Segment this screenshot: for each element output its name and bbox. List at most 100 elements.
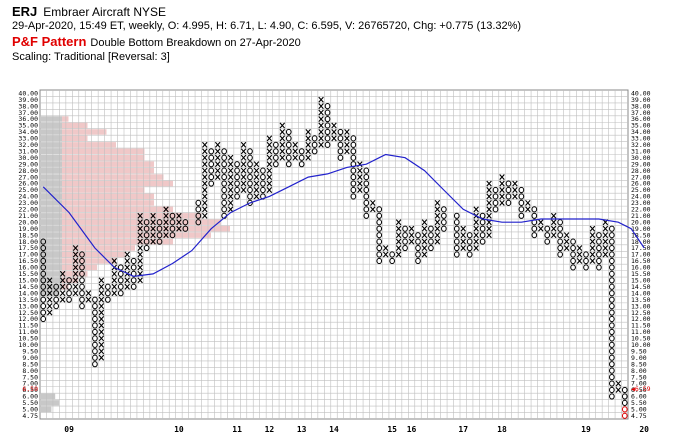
x-mark	[382, 245, 389, 251]
o-mark	[221, 180, 227, 187]
x-mark	[318, 109, 324, 116]
x-mark	[279, 135, 286, 142]
o-mark	[92, 303, 98, 310]
x-mark	[550, 225, 557, 232]
x-mark	[240, 187, 247, 193]
volume-profile-bar	[40, 284, 62, 290]
o-mark	[285, 135, 292, 142]
o-mark	[363, 206, 370, 213]
x-mark	[163, 232, 169, 239]
x-mark	[434, 225, 441, 232]
x-mark	[460, 232, 466, 239]
x-mark	[473, 245, 479, 251]
volume-profile-bar	[40, 245, 62, 251]
x-mark	[292, 141, 298, 148]
o-mark	[557, 219, 563, 226]
x-mark	[589, 225, 596, 232]
o-mark	[583, 257, 589, 265]
x-mark	[227, 206, 234, 213]
x-mark	[538, 225, 544, 232]
x-mark	[98, 341, 105, 348]
y-tick-label-right: 25.00	[631, 186, 651, 194]
x-mark	[408, 238, 415, 245]
o-mark	[479, 232, 486, 239]
o-mark	[350, 141, 357, 148]
y-tick-label-left: 25.00	[18, 186, 38, 194]
o-mark	[260, 186, 266, 194]
o-mark	[40, 264, 47, 271]
x-mark	[163, 206, 169, 213]
o-mark	[92, 361, 98, 368]
o-mark	[92, 309, 98, 316]
o-mark	[234, 174, 240, 181]
o-mark	[324, 128, 331, 136]
o-mark	[79, 251, 85, 258]
volume-profile-bar	[40, 187, 62, 193]
ticker-symbol: ERJ	[12, 4, 38, 19]
y-tick-label-left: 14.00	[18, 289, 38, 297]
volume-profile-bar	[40, 206, 62, 213]
y-tick-label-left: 14.50	[18, 283, 38, 291]
x-mark	[72, 290, 79, 297]
y-tick-label-left: 24.00	[18, 193, 38, 201]
volume-profile-bar	[62, 232, 211, 238]
x-mark	[98, 328, 105, 335]
o-mark	[221, 206, 227, 213]
o-mark	[130, 283, 137, 290]
x-mark	[395, 225, 402, 232]
o-mark	[609, 367, 615, 374]
x-mark	[137, 277, 143, 284]
y-tick-label-left: 20.00	[18, 218, 38, 226]
o-mark	[428, 232, 434, 239]
o-mark	[169, 232, 176, 239]
y-tick-label-right: 22.00	[631, 206, 651, 214]
x-mark	[227, 167, 234, 174]
o-mark	[609, 386, 615, 394]
x-mark	[59, 277, 66, 284]
o-mark	[621, 399, 628, 406]
o-mark	[492, 193, 499, 200]
x-mark	[253, 161, 260, 168]
y-tick-label-right: 13.00	[631, 302, 651, 310]
o-mark	[169, 212, 176, 219]
o-mark	[376, 244, 383, 252]
o-mark	[350, 154, 357, 161]
x-mark	[421, 232, 428, 239]
o-mark	[79, 290, 85, 297]
y-tick-label-right: 5.50	[631, 399, 647, 407]
y-tick-label-left: 7.50	[22, 373, 38, 381]
o-mark	[609, 225, 615, 232]
o-mark	[324, 135, 331, 142]
x-mark	[460, 245, 466, 251]
y-tick-label-left: 16.50	[18, 257, 38, 265]
x-mark	[202, 199, 208, 206]
x-mark	[150, 219, 156, 226]
x-mark	[202, 174, 208, 181]
o-mark	[40, 315, 47, 323]
x-mark	[512, 187, 518, 193]
y-tick-label-right: 14.00	[631, 289, 651, 297]
o-mark	[92, 328, 98, 335]
volume-profile-bar	[40, 271, 62, 277]
o-mark	[376, 212, 383, 219]
current-price-label: ◀6.59	[631, 385, 651, 393]
x-mark	[46, 277, 53, 284]
x-mark	[602, 232, 609, 239]
x-mark	[150, 212, 156, 219]
x-mark	[305, 154, 311, 161]
y-tick-label-left: 36.00	[18, 115, 38, 123]
o-mark	[453, 232, 460, 239]
o-mark	[169, 225, 176, 232]
x-mark	[499, 180, 505, 187]
x-tick-label: 18	[497, 425, 507, 434]
x-mark	[240, 141, 247, 148]
o-mark	[441, 212, 447, 219]
volume-profile-bar	[40, 219, 62, 225]
y-tick-label-left: 29.00	[18, 160, 38, 168]
o-mark	[105, 296, 111, 303]
x-mark	[72, 283, 79, 290]
o-mark	[609, 348, 615, 355]
x-mark	[72, 264, 79, 271]
o-mark	[415, 238, 421, 245]
volume-profile-bar	[62, 187, 145, 193]
